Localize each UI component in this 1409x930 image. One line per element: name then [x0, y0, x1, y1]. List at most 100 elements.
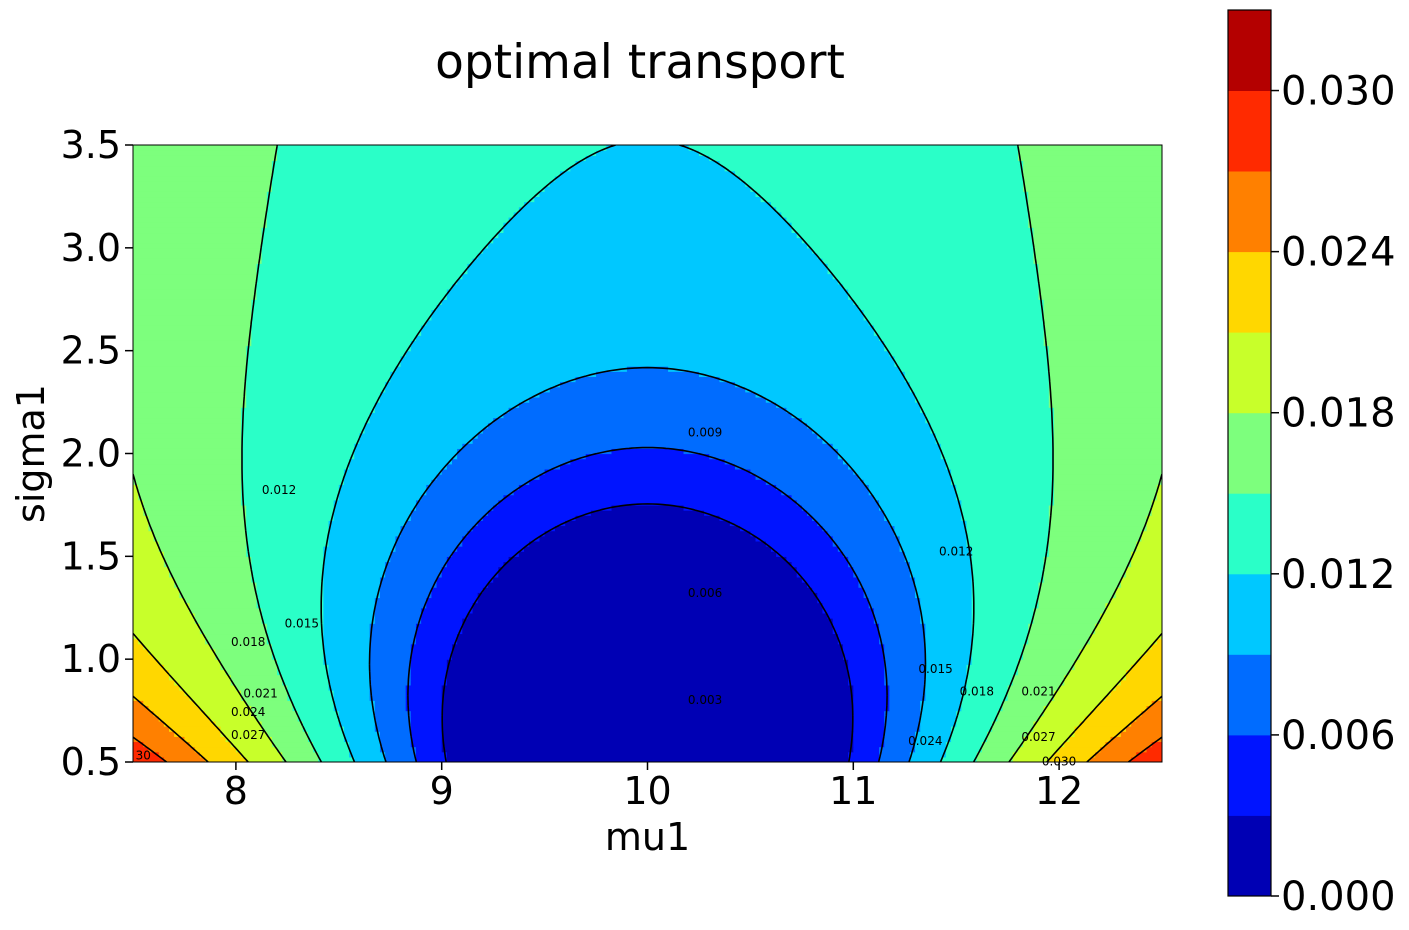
contour-band-cell [1048, 350, 1162, 357]
contour-band-cell [760, 196, 1029, 203]
contour-band-cell [349, 463, 448, 470]
contour-band-cell [405, 700, 443, 707]
contour-band-cell [133, 432, 242, 439]
contour-band-cell [163, 664, 222, 671]
contour-band-cell [323, 638, 371, 645]
contour-band-cell [1048, 345, 1162, 352]
contour-band-cell [266, 623, 324, 629]
contour-band-cell [133, 756, 165, 762]
contour-band-cell [873, 607, 921, 614]
contour-band-cell [379, 592, 433, 599]
contour-band-cell [446, 664, 849, 671]
contour-band-cell [189, 602, 258, 609]
contour-band-cell [925, 633, 973, 640]
contour-band-cell [307, 736, 345, 743]
contour-band-cell [539, 535, 757, 542]
contour-band-cell [133, 407, 242, 413]
contour-band-cell [863, 479, 952, 485]
contour-band-cell [441, 468, 546, 475]
contour-band-cell [956, 715, 998, 722]
contour-band-cell [776, 484, 870, 491]
contour-band-cell [1028, 222, 1162, 228]
contour-band-cell [143, 510, 247, 516]
contour-band-cell [133, 669, 170, 676]
contour-band-cell [374, 407, 510, 413]
contour-band-cell [827, 268, 1040, 275]
contour-band-cell [410, 674, 448, 681]
contour-band-cell [1125, 566, 1162, 573]
contour-band-cell [1023, 741, 1065, 748]
contour-band-cell [1100, 618, 1162, 624]
contour-band-cell [1038, 263, 1162, 269]
contour-band-cell [745, 180, 1024, 187]
contour-label: 0.015 [918, 662, 952, 676]
contour-band-cell [421, 618, 463, 624]
contour-band-cell [241, 695, 288, 701]
contour-band-cell [241, 484, 340, 491]
contour-band-cell [837, 448, 942, 455]
contour-band-cell [920, 700, 962, 707]
contour-band-cell [133, 453, 242, 460]
contour-band-cell [493, 417, 803, 424]
x-tick-label: 11 [829, 769, 877, 813]
contour-band-cell [133, 299, 252, 305]
contour-band-cell [570, 458, 726, 465]
contour-band-cell [133, 242, 263, 249]
contour-band-cell [1105, 607, 1162, 614]
contour-band-cell [385, 756, 417, 762]
contour-band-cell [945, 751, 978, 758]
contour-band-cell [374, 710, 412, 717]
contour-band-cell [158, 546, 247, 552]
contour-fills [133, 145, 1162, 762]
contour-band-cell [241, 489, 340, 496]
contour-band-cell [920, 618, 973, 624]
contour-band-cell [1059, 684, 1117, 691]
contour-band-cell [395, 540, 463, 547]
contour-band-cell [379, 741, 412, 748]
contour-band-cell [1028, 191, 1162, 198]
colorbar-segment [1228, 10, 1271, 91]
contour-band-cell [410, 710, 443, 717]
contour-band-cell [971, 659, 1019, 665]
contour-band-cell [328, 535, 396, 542]
contour-band-cell [966, 520, 1050, 527]
contour-band-cell [246, 520, 330, 527]
contour-band-cell [138, 489, 242, 496]
contour-band-cell [848, 659, 885, 665]
contour-band-cell [287, 690, 335, 696]
contour-band-cell [765, 396, 916, 403]
contour-band-cell [1110, 597, 1162, 604]
contour-band-cell [1136, 540, 1162, 547]
contour-label: 0.009 [688, 425, 722, 439]
contour-band-cell [873, 618, 921, 624]
contour-band-cell [246, 525, 330, 532]
contour-band-cell [328, 540, 396, 547]
contour-band-cell [889, 684, 926, 691]
contour-band-cell [174, 731, 222, 737]
contour-band-cell [426, 597, 479, 604]
contour-band-cell [940, 448, 1055, 455]
contour-band-cell [971, 546, 1050, 552]
contour-band-cell [925, 417, 1055, 424]
contour-band-cell [246, 700, 294, 707]
contour-band-cell [812, 247, 1034, 254]
contour-band-cell [1033, 258, 1162, 264]
contour-band-cell [256, 294, 448, 300]
contour-band-cell [801, 237, 1034, 244]
contour-band-cell [323, 643, 371, 650]
contour-band-cell [431, 309, 865, 316]
contour-band-cell [133, 227, 263, 234]
contour-band-cell [482, 515, 577, 521]
contour-band-cell [945, 458, 1055, 465]
contour-band-cell [853, 710, 885, 717]
contour-band-cell [1028, 216, 1162, 223]
contour-line [368, 366, 927, 762]
contour-band-cell [133, 561, 165, 568]
contour-band-cell [379, 396, 530, 403]
contour-band-cell [853, 695, 890, 701]
contour-band-cell [518, 402, 777, 408]
contour-band-cell [133, 263, 258, 269]
contour-band-cell [853, 700, 890, 707]
contour-band-cell [133, 659, 160, 665]
contour-band-cell [251, 330, 422, 336]
